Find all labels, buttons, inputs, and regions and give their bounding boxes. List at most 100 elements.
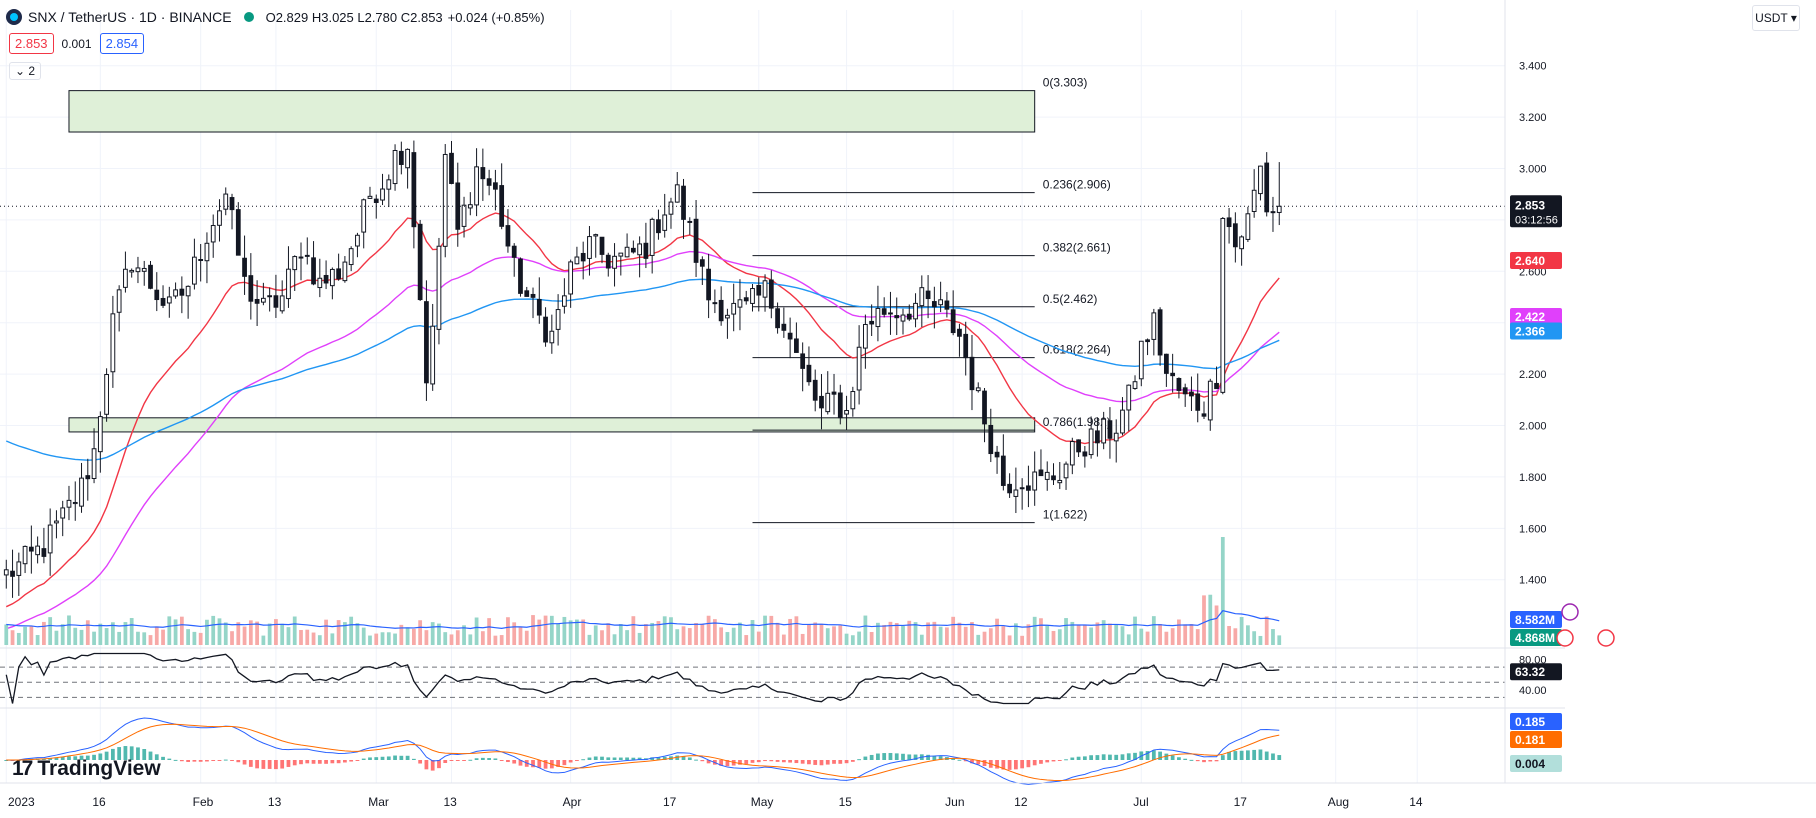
candle-body [436, 245, 442, 330]
candle-body [260, 297, 266, 303]
macd-histogram-bar [1120, 754, 1125, 760]
candle-body [982, 390, 987, 425]
volume-bar [336, 620, 341, 645]
macd-histogram-bar [1195, 760, 1200, 762]
macd-histogram-bar [192, 760, 197, 762]
sell-price-button[interactable]: 2.853 [9, 33, 54, 54]
volume-bar [255, 621, 259, 645]
candle-body [599, 236, 605, 255]
volume-bar [230, 631, 234, 645]
volume-bar [129, 618, 134, 645]
macd-histogram-bar [738, 760, 742, 765]
macd-histogram-bar [995, 760, 999, 769]
candle-body [1220, 217, 1226, 393]
macd-histogram-bar [700, 760, 705, 762]
volume-bar [1013, 623, 1018, 645]
macd-histogram-bar [386, 756, 391, 760]
macd-histogram-bar [1220, 755, 1225, 760]
macd-histogram-bar [1158, 751, 1162, 760]
candle-body [687, 220, 693, 223]
ema-value-tag: 2.640 [1515, 254, 1545, 268]
buy-price-button[interactable]: 2.854 [99, 33, 145, 54]
candle-body [718, 299, 724, 322]
volume-value-tag-bg [1510, 611, 1562, 628]
ohlc-values: O2.829 H3.025 L2.780 C2.853 [265, 9, 443, 25]
candle-body [185, 285, 191, 297]
volume-bar [506, 617, 510, 645]
ema-short-line [5, 212, 1280, 608]
volume-bar [1007, 635, 1012, 645]
ema-value-tag-bg [1510, 308, 1562, 326]
volume-bar [982, 631, 987, 645]
macd-histogram-bar [424, 760, 429, 770]
volume-bar [1089, 627, 1094, 645]
volume-bar [136, 631, 140, 645]
symbol-title[interactable]: SNX / TetherUS · 1D · BINANCE [28, 9, 232, 25]
candle-body [348, 248, 354, 266]
macd-histogram-bar [1126, 753, 1131, 760]
candle-body [267, 295, 273, 298]
fib-level-label: 0.5(2.462) [1043, 292, 1098, 306]
volume-bar [110, 622, 115, 645]
macd-histogram-bar [368, 757, 372, 760]
volume-bar [957, 622, 962, 645]
candle-body [373, 198, 379, 203]
macd-histogram-bar [957, 759, 962, 761]
candle-body [938, 299, 944, 306]
price-axis-label: 2.200 [1519, 369, 1547, 381]
macd-histogram-bar [280, 760, 285, 769]
volume-bar [995, 618, 999, 645]
time-axis-label: 16 [92, 795, 106, 809]
macd-histogram-bar [926, 754, 930, 760]
candle-body [543, 316, 548, 343]
candle-body [1076, 439, 1081, 453]
macd-histogram-bar [205, 760, 209, 762]
volume-bar [355, 623, 360, 645]
candle-body [85, 475, 91, 480]
volume-bar [963, 626, 968, 645]
macd-histogram-bar [223, 759, 228, 761]
candle-body [1013, 489, 1019, 497]
candle-body [618, 252, 624, 257]
volume-bar [493, 635, 498, 645]
price-axis-label: 2.000 [1519, 421, 1547, 433]
currency-selector[interactable]: USDT ▾ [1752, 5, 1800, 31]
volume-bar [274, 619, 278, 645]
volume-bar [292, 616, 297, 645]
support-resistance-zone [68, 417, 1036, 433]
volume-bar [223, 622, 228, 645]
macd-histogram-bar [825, 760, 830, 765]
candle-body [141, 267, 147, 272]
macd-histogram-bar [543, 760, 548, 769]
macd-histogram-bar [211, 760, 216, 761]
candle-body [66, 499, 72, 508]
candle-body [355, 234, 360, 247]
macd-histogram-bar [1089, 755, 1094, 760]
candle-body [624, 246, 630, 258]
volume-bar [487, 618, 492, 645]
macd-histogram-bar [255, 760, 259, 769]
volume-bar [437, 623, 441, 645]
volume-bar [719, 627, 724, 645]
volume-bar [562, 616, 567, 645]
candle-body [1082, 451, 1088, 457]
volume-bar [1183, 624, 1188, 645]
price-axis-label: 1.400 [1519, 575, 1547, 587]
indicators-toggle-button[interactable]: ⌄ 2 [9, 62, 42, 80]
candle-body [41, 548, 47, 557]
volume-bar [117, 631, 122, 645]
candle-body [919, 287, 925, 307]
macd-histogram-bar [637, 757, 642, 760]
volume-bar [919, 634, 924, 645]
volume-bar [825, 628, 830, 645]
volume-bar [913, 622, 918, 645]
volume-bar [161, 629, 165, 645]
price-axis-label: 3.400 [1519, 61, 1547, 73]
candle-body [587, 236, 592, 259]
macd-histogram-bar [173, 759, 178, 761]
tradingview-logo[interactable]: 17 TradingView [12, 757, 161, 781]
macd-histogram-bar [1101, 754, 1106, 760]
macd-histogram-bar [462, 760, 466, 761]
macd-histogram-bar [781, 760, 786, 763]
